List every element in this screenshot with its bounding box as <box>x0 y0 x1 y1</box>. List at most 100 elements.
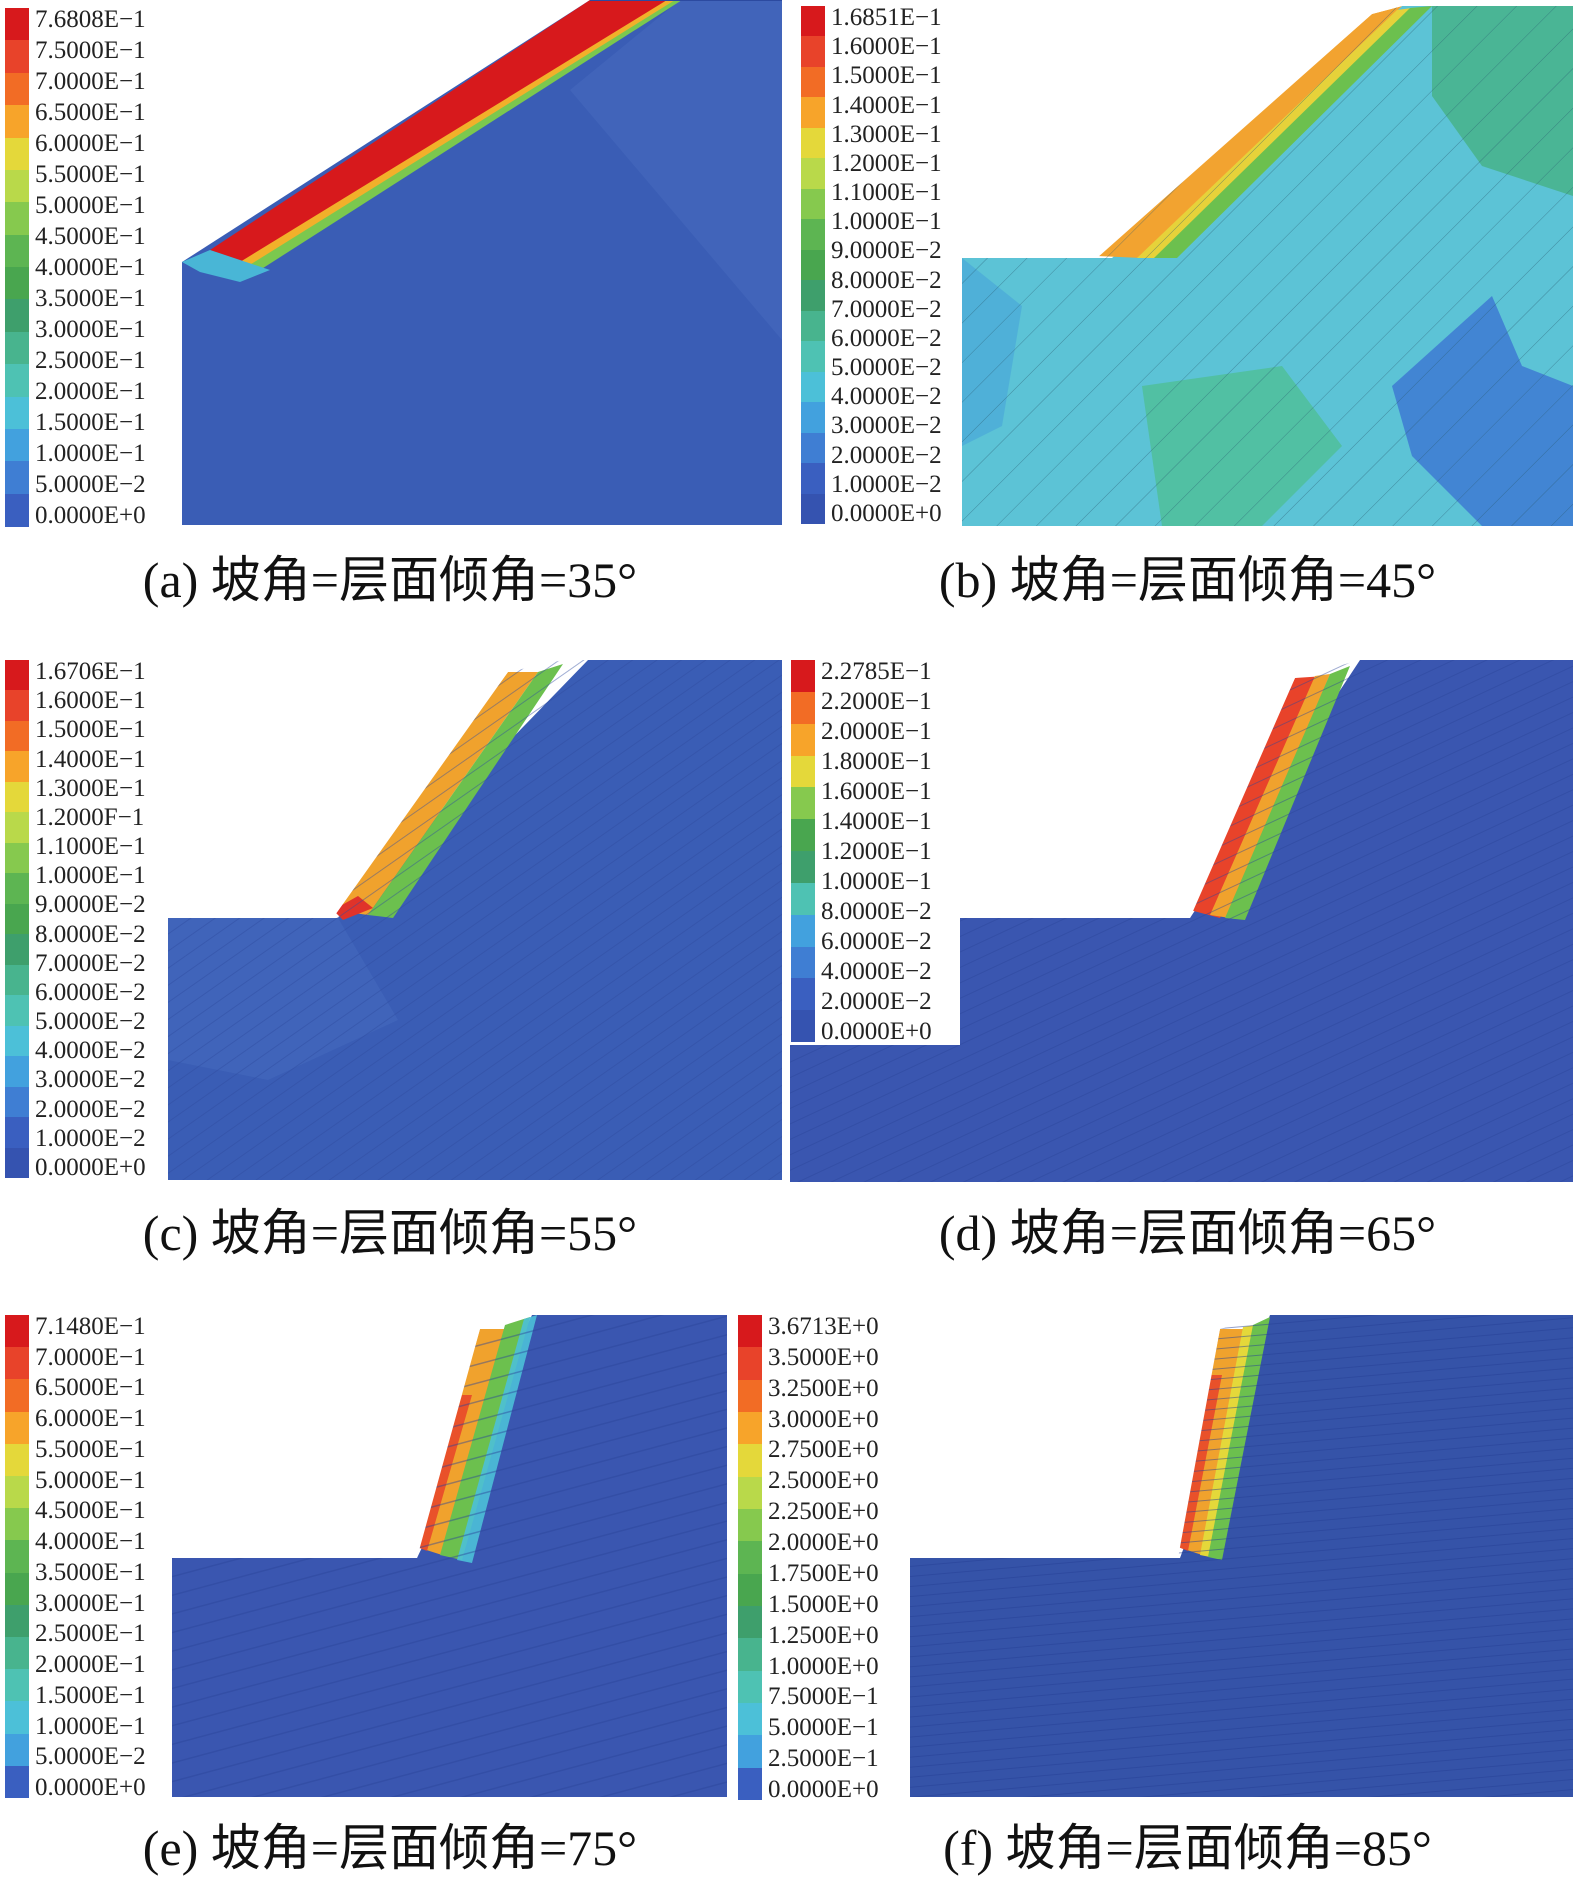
legend-value-label: 7.6808E−1 <box>35 6 146 33</box>
legend-color-swatch <box>5 1147 29 1179</box>
legend-value-label: 1.0000E−1 <box>35 862 146 890</box>
legend-value-label: 2.5000E−1 <box>35 347 146 374</box>
legend-value-label: 2.0000E−2 <box>35 1095 146 1123</box>
legend-color-swatch <box>801 493 825 525</box>
legend-value-label: 1.3000E−1 <box>831 120 942 148</box>
plot-e <box>172 1315 727 1797</box>
legend-d: 2.2785E−1 2.2000E−1 2.0000E−1 1.8000E−1 1.60… <box>791 658 961 1045</box>
legend-value-label: 0.0000E+0 <box>35 1154 146 1181</box>
legend-value-label: 1.2000E−1 <box>831 149 942 177</box>
legend-color-swatch <box>801 158 825 190</box>
legend-value-label: 1.5000E−1 <box>35 409 146 436</box>
legend-colorbar <box>5 8 29 527</box>
legend-color-swatch <box>738 1347 762 1381</box>
legend-color-swatch <box>791 851 815 884</box>
legend-colorbar <box>738 1315 762 1801</box>
legend-value-label: 3.5000E−1 <box>35 1558 146 1586</box>
legend-color-swatch <box>801 188 825 220</box>
legend-color-swatch <box>5 234 29 268</box>
legend-color-swatch <box>791 978 815 1011</box>
legend-color-swatch <box>5 751 29 783</box>
legend-color-swatch <box>5 903 29 935</box>
legend-colorbar <box>791 660 815 1043</box>
legend-value-label: 3.0000E−2 <box>831 412 942 440</box>
legend-color-swatch <box>5 72 29 106</box>
legend-color-swatch <box>5 660 29 691</box>
legend-color-swatch <box>5 1025 29 1057</box>
sky-mask <box>960 660 1360 918</box>
legend-value-label: 4.0000E−2 <box>821 958 932 985</box>
legend-value-label: 1.0000E−2 <box>35 1124 146 1152</box>
legend-color-swatch <box>5 1086 29 1118</box>
legend-color-swatch <box>5 842 29 874</box>
legend-value-label: 1.7500E+0 <box>768 1559 879 1587</box>
legend-color-swatch <box>801 432 825 464</box>
sky-mask <box>172 1315 532 1558</box>
legend-value-label: 2.2785E−1 <box>821 658 932 685</box>
legend-color-swatch <box>5 8 29 41</box>
legend-color-swatch <box>5 428 29 462</box>
legend-value-label: 3.0000E+0 <box>768 1405 879 1433</box>
legend-color-swatch <box>5 964 29 996</box>
legend-value-label: 5.0000E−2 <box>35 1008 146 1036</box>
legend-color-swatch <box>791 787 815 820</box>
legend-value-label: 1.0000E−1 <box>35 1712 146 1740</box>
legend-color-swatch <box>738 1638 762 1672</box>
legend-value-label: 9.0000E−2 <box>35 891 146 919</box>
legend-color-swatch <box>801 341 825 373</box>
legend-value-label: 0.0000E+0 <box>35 1774 146 1801</box>
legend-color-swatch <box>738 1735 762 1769</box>
legend-value-label: 1.2000E−1 <box>821 838 932 865</box>
legend-color-swatch <box>5 1733 29 1767</box>
legend-a: 7.6808E−1 7.5000E−1 7.0000E−1 6.5000E−1 6.00… <box>5 6 175 528</box>
legend-value-label: 4.0000E−2 <box>35 1037 146 1065</box>
legend-value-label: 7.0000E−2 <box>35 949 146 977</box>
legend-value-label: 1.6706E−1 <box>35 658 146 685</box>
legend-value-label: 4.5000E−1 <box>35 223 146 250</box>
legend-value-label: 2.0000E−1 <box>821 718 932 745</box>
legend-color-swatch <box>5 1315 29 1348</box>
legend-color-swatch <box>738 1412 762 1445</box>
legend-value-label: 5.0000E−2 <box>35 471 146 498</box>
legend-color-swatch <box>5 137 29 171</box>
legend-color-swatch <box>791 882 815 916</box>
legend-color-swatch <box>801 310 825 342</box>
legend-color-swatch <box>5 1572 29 1606</box>
legend-color-swatch <box>791 691 815 725</box>
legend-color-swatch <box>801 402 825 434</box>
legend-value-label: 4.0000E−1 <box>35 254 146 281</box>
legend-color-swatch <box>5 720 29 752</box>
legend-value-label: 0.0000E+0 <box>831 500 942 527</box>
plot-a <box>180 0 782 525</box>
legend-value-label: 7.5000E−1 <box>35 37 146 64</box>
legend-color-swatch <box>5 1508 29 1541</box>
legend-value-label: 1.0000E−2 <box>831 470 942 498</box>
legend-value-label: 1.6000E−1 <box>35 687 146 715</box>
legend-value-label: 2.0000E−2 <box>831 441 942 469</box>
legend-value-label: 0.0000E+0 <box>821 1018 932 1045</box>
caption-a: (a) 坡角=层面倾角=35° <box>142 552 638 608</box>
toe-blue <box>182 250 270 282</box>
legend-value-label: 6.0000E−2 <box>831 324 942 352</box>
legend-color-swatch <box>791 819 815 852</box>
legend-value-label: 9.0000E−2 <box>831 237 942 265</box>
legend-color-swatch <box>791 660 815 693</box>
legend-colorbar <box>801 6 825 525</box>
legend-b: 1.6851E−1 1.6000E−1 1.5000E−1 1.4000E−1 1.30… <box>801 5 961 527</box>
legend-color-swatch <box>5 461 29 495</box>
legend-value-label: 1.5000E+0 <box>768 1590 879 1618</box>
legend-colorbar <box>5 660 29 1179</box>
legend-color-swatch <box>5 1379 29 1413</box>
legend-color-swatch <box>738 1315 762 1348</box>
legend-color-swatch <box>738 1703 762 1736</box>
legend-value-label: 2.0000E+0 <box>768 1529 879 1557</box>
legend-color-swatch <box>5 1117 29 1149</box>
legend-value-label: 3.0000E−1 <box>35 316 146 343</box>
legend-value-label: 2.0000E−1 <box>35 378 146 405</box>
legend-colorbar <box>5 1315 29 1799</box>
legend-color-swatch <box>5 331 29 365</box>
legend-color-swatch <box>801 249 825 281</box>
legend-color-swatch <box>738 1541 762 1575</box>
legend-color-swatch <box>5 1540 29 1574</box>
